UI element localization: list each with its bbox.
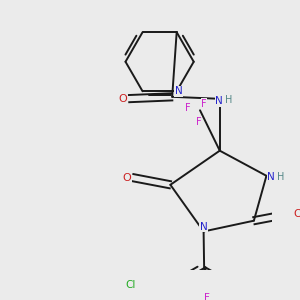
Text: N: N bbox=[200, 222, 208, 232]
Text: F: F bbox=[201, 99, 207, 109]
Text: O: O bbox=[293, 208, 300, 218]
Text: N: N bbox=[215, 96, 223, 106]
Text: O: O bbox=[118, 94, 127, 103]
Text: H: H bbox=[277, 172, 284, 182]
Text: F: F bbox=[185, 103, 191, 112]
Text: H: H bbox=[224, 95, 232, 105]
Text: N: N bbox=[175, 86, 183, 96]
Text: N: N bbox=[267, 172, 275, 182]
Text: F: F bbox=[196, 117, 202, 127]
Text: Cl: Cl bbox=[125, 280, 136, 290]
Text: O: O bbox=[122, 172, 131, 183]
Text: F: F bbox=[204, 293, 210, 300]
